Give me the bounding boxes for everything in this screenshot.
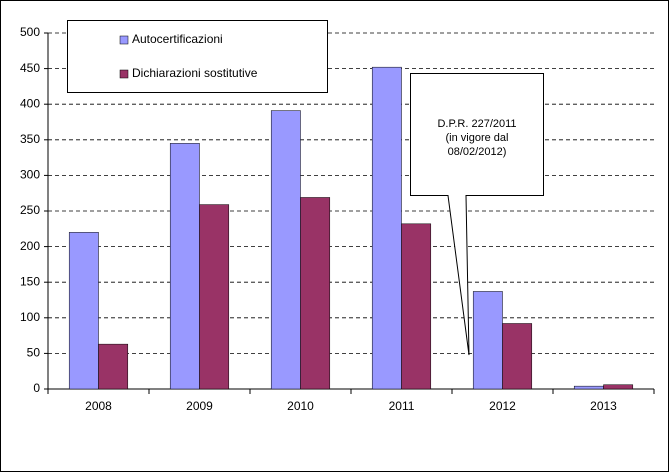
legend-label: Dichiarazioni sostitutive: [132, 66, 258, 80]
y-tick-label: 500: [20, 25, 40, 39]
y-tick-label: 250: [20, 203, 40, 217]
legend-box: [67, 20, 328, 93]
y-tick-label: 150: [20, 274, 40, 288]
legend-label: Autocertificazioni: [132, 32, 223, 46]
x-tick-label: 2008: [85, 399, 112, 413]
y-tick-label: 300: [20, 168, 40, 182]
bar: [68, 232, 99, 390]
y-tick-label: 400: [20, 96, 40, 110]
annotation: (in vigore dal: [446, 132, 509, 144]
bar: [603, 384, 634, 390]
bar: [472, 291, 503, 390]
bar: [573, 385, 604, 390]
x-tick-label: 2013: [590, 399, 617, 413]
x-tick-label: 2010: [287, 399, 314, 413]
x-tick-label: 2011: [389, 399, 415, 413]
bar: [371, 66, 402, 390]
bar: [169, 143, 200, 390]
legend-swatch: [119, 35, 129, 45]
bar: [300, 197, 331, 390]
y-tick-label: 0: [33, 381, 40, 395]
bar: [502, 323, 533, 390]
bar: [98, 343, 129, 390]
y-tick-label: 50: [27, 346, 41, 360]
y-tick-label: 100: [20, 310, 40, 324]
x-tick-label: 2009: [186, 399, 213, 413]
y-tick-label: 200: [20, 239, 40, 253]
bar: [270, 110, 301, 390]
annotation: D.P.R. 227/2011: [437, 118, 516, 130]
annotation: 08/02/2012): [448, 146, 507, 158]
bar: [199, 204, 230, 390]
callout: [410, 73, 544, 356]
legend-swatch: [119, 69, 129, 79]
x-tick-label: 2012: [489, 399, 516, 413]
y-tick-label: 350: [20, 132, 40, 146]
bar: [401, 223, 432, 390]
y-tick-label: 450: [20, 61, 40, 75]
